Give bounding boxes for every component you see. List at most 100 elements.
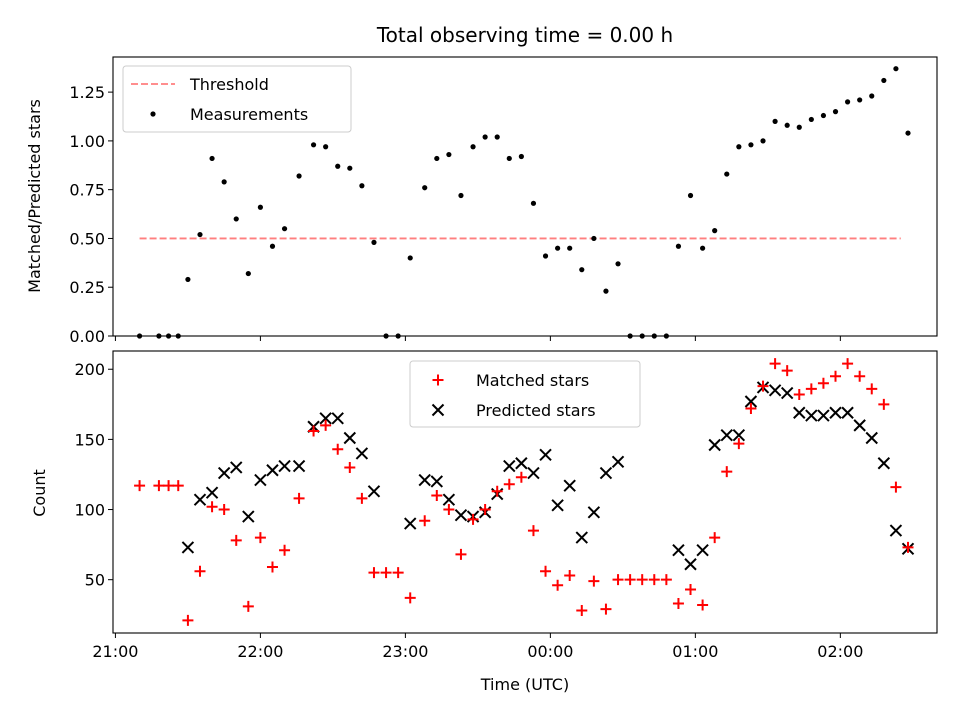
matched-star-marker [491, 485, 503, 497]
legend-measurements-swatch [150, 111, 156, 117]
y-tick-label: 0.75 [69, 181, 105, 200]
x-tick-label: 22:00 [237, 642, 283, 661]
measurement-point [371, 239, 377, 245]
matched-star-marker [320, 419, 332, 431]
y-tick-label: 1.25 [69, 83, 105, 102]
measurement-point [335, 163, 341, 169]
legend-predicted-swatch [431, 403, 445, 417]
measurement-point [245, 270, 251, 277]
matched-star-marker [206, 501, 218, 513]
predicted-star-marker [732, 428, 746, 442]
matched-star-marker [769, 358, 781, 370]
y-tick-label: 0.00 [69, 327, 105, 346]
predicted-star-marker [720, 428, 733, 442]
matched-star-marker [588, 575, 600, 587]
measurement-point [796, 124, 802, 130]
measurement-point [233, 216, 239, 222]
matched-star-marker [576, 605, 588, 617]
predicted-star-marker [266, 464, 279, 477]
measurement-point [760, 138, 766, 144]
matched-star-marker [356, 492, 368, 504]
measurement-point [458, 192, 464, 199]
matched-star-marker [842, 358, 854, 370]
measurement-point [407, 255, 413, 261]
predicted-star-marker [817, 409, 830, 422]
measurement-point [470, 144, 476, 150]
measurement-point [579, 267, 585, 273]
top-legend: Threshold Measurements [122, 65, 352, 133]
matched-star-marker [467, 513, 479, 525]
x-tick-label: 00:00 [527, 642, 573, 661]
matched-star-marker [878, 398, 890, 410]
predicted-star-marker [793, 406, 806, 419]
measurement-point [269, 243, 276, 249]
predicted-star-marker [242, 510, 255, 523]
x-axis-label: Time (UTC) [480, 675, 569, 694]
matched-star-marker [672, 598, 684, 610]
matched-star-marker [163, 480, 175, 492]
measurement-point [310, 142, 317, 148]
predicted-star-marker [454, 508, 468, 522]
y-tick-label: 0.25 [69, 278, 105, 297]
predicted-star-marker [278, 459, 291, 473]
predicted-star-marker [343, 431, 357, 445]
predicted-star-marker [744, 395, 758, 408]
measurement-point [736, 144, 742, 150]
matched-star-marker [697, 599, 709, 611]
measurement-point [687, 192, 694, 199]
legend-box [122, 65, 352, 133]
matched-star-marker [660, 574, 672, 586]
measurement-point [748, 142, 754, 148]
matched-star-marker [308, 425, 320, 437]
matched-star-marker [218, 504, 230, 516]
measurement-point [494, 134, 500, 140]
measurement-point [675, 243, 682, 249]
measurement-point [156, 333, 162, 339]
measurement-point [905, 130, 911, 136]
measurement-point [772, 118, 778, 124]
matched-star-marker [527, 525, 539, 537]
measurement-point [434, 155, 440, 162]
predicted-star-marker [551, 499, 564, 512]
x-tick-label: 23:00 [382, 642, 428, 661]
matched-star-marker [552, 579, 564, 591]
measurement-point [881, 77, 887, 84]
matched-star-marker [419, 515, 431, 527]
predicted-star-marker [515, 457, 528, 470]
predicted-star-marker [230, 461, 243, 474]
measurement-point [359, 183, 365, 189]
predicted-star-marker [865, 431, 878, 445]
measurement-point [323, 144, 329, 150]
predicted-star-marker [563, 479, 576, 492]
predicted-star-marker [430, 475, 444, 488]
matched-star-marker [332, 443, 344, 455]
measurement-point [165, 333, 172, 339]
matched-star-marker [540, 565, 552, 577]
plot-frame [112, 56, 938, 337]
matched-star-marker [503, 478, 515, 490]
measurement-point [663, 333, 669, 339]
matched-star-marker [721, 466, 733, 478]
legend-measurements-label: Measurements [190, 105, 308, 124]
count-panel: 50 100 150 200 21:00 22:00 23:00 00:00 01:00 02:0… [74, 350, 938, 661]
x-tick-label: 21:00 [92, 642, 138, 661]
predicted-star-marker [611, 455, 625, 469]
measurement-point [832, 109, 839, 115]
matched-star-marker [293, 492, 305, 504]
matched-star-marker [685, 584, 697, 596]
measurement-point [175, 333, 181, 339]
measurement-point [221, 179, 227, 185]
measurement-point [395, 333, 401, 339]
predicted-star-marker [404, 517, 417, 530]
predicted-star-marker [841, 406, 854, 419]
matched-star-marker [612, 574, 624, 586]
predicted-star-marker [367, 485, 381, 498]
matched-star-marker [172, 480, 184, 492]
y-tick-label: 100 [74, 501, 105, 520]
y-tick-label: 50 [85, 571, 105, 590]
matched-star-marker [709, 532, 721, 544]
measurement-point [844, 99, 851, 105]
measurement-point [808, 116, 814, 123]
measurement-point [185, 276, 191, 283]
legend-matched-label: Matched stars [476, 371, 589, 390]
